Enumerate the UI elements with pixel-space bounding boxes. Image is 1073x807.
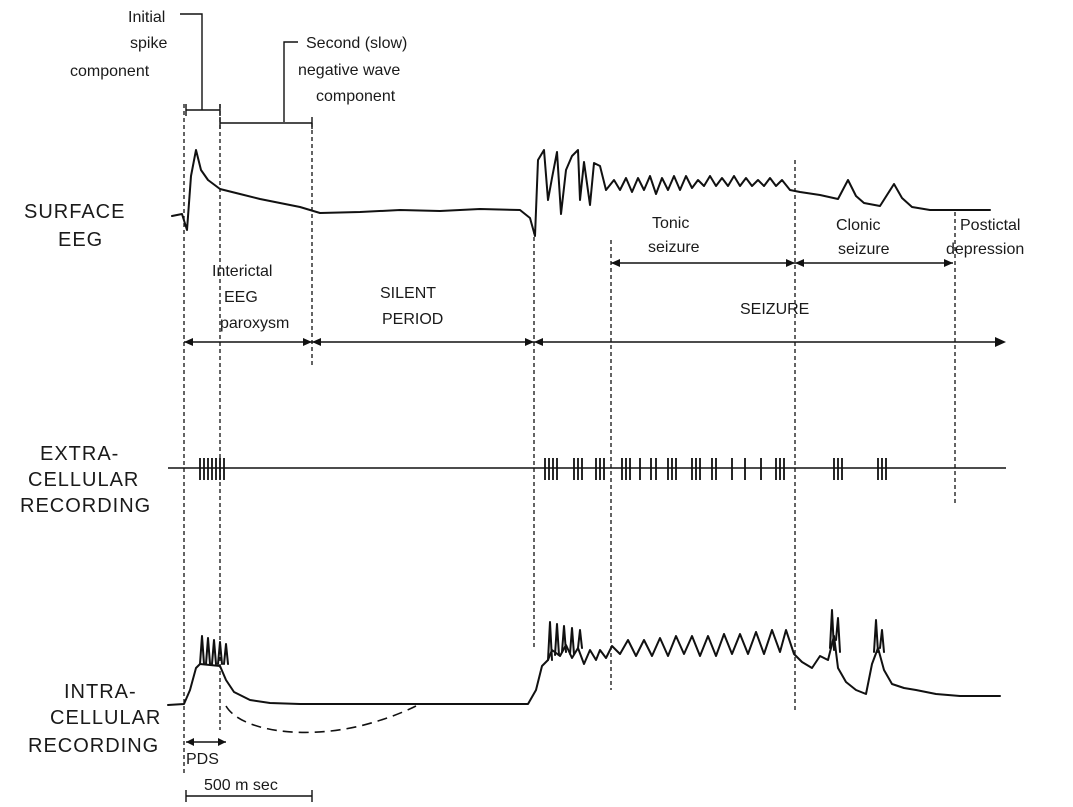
interictal-label-2: EEG [224,289,258,306]
second-wave-label-2: negative wave [298,62,400,79]
silent-arrow-left [312,338,321,346]
afterhyperpolarization-dashed [225,705,417,734]
pds-arrow-left [186,738,194,746]
interictal-label-1: Interictal [212,263,272,280]
clonic-label-1: Clonic [836,217,880,234]
clonic-arrow-right-head [944,259,953,267]
seizure-label: SEIZURE [740,301,809,318]
seizure-arrow-left [534,338,543,346]
extracellular-label-3: RECORDING [20,495,151,517]
tonic-label-2: seizure [648,239,700,256]
silent-arrow-right [525,338,534,346]
second-wave-label-3: component [316,88,396,105]
intracellular-label-1: INTRA- [64,681,137,703]
pds-label: PDS [186,751,219,768]
initial-spike-pointer [180,13,203,110]
extracellular-spike-train [199,458,887,480]
second-wave-label-1: Second (slow) [306,35,407,52]
surface-eeg-trace [171,149,991,237]
seizure-spike-burst [547,621,583,661]
silent-label-1: SILENT [380,285,436,302]
initial-spike-label-3: component [70,63,150,80]
extracellular-label-1: EXTRA- [40,443,119,465]
clonic-arrow-left-head [795,259,804,267]
interictal-label-3: paroxysm [220,315,289,332]
initial-spike-label-1: Initial [128,9,165,26]
surface-eeg-label-2: EEG [58,229,103,251]
interictal-arrow-left [184,338,193,346]
tonic-arrow-left-head [611,259,620,267]
time-scale-label: 500 m sec [204,777,278,794]
pds-arrow-right [218,738,226,746]
silent-label-2: PERIOD [382,311,443,328]
intracellular-trace [167,629,1001,706]
time-scale-bar [185,790,313,802]
tonic-label-1: Tonic [652,215,689,232]
interictal-arrow-right [303,338,312,346]
seizure-arrow-right [995,337,1006,347]
postictal-label-2: depression [946,241,1024,258]
extracellular-label-2: CELLULAR [28,469,139,491]
postictal-label-1: Postictal [960,217,1020,234]
second-wave-pointer [283,41,298,122]
clonic-spike-train [829,609,885,653]
surface-eeg-label-1: SURFACE [24,201,125,223]
clonic-label-2: seizure [838,241,890,258]
intracellular-label-2: CELLULAR [50,707,161,729]
pds-spike-burst [199,635,229,665]
intracellular-label-3: RECORDING [28,735,159,757]
tonic-arrow-right-head [786,259,795,267]
initial-spike-label-2: spike [130,35,167,52]
